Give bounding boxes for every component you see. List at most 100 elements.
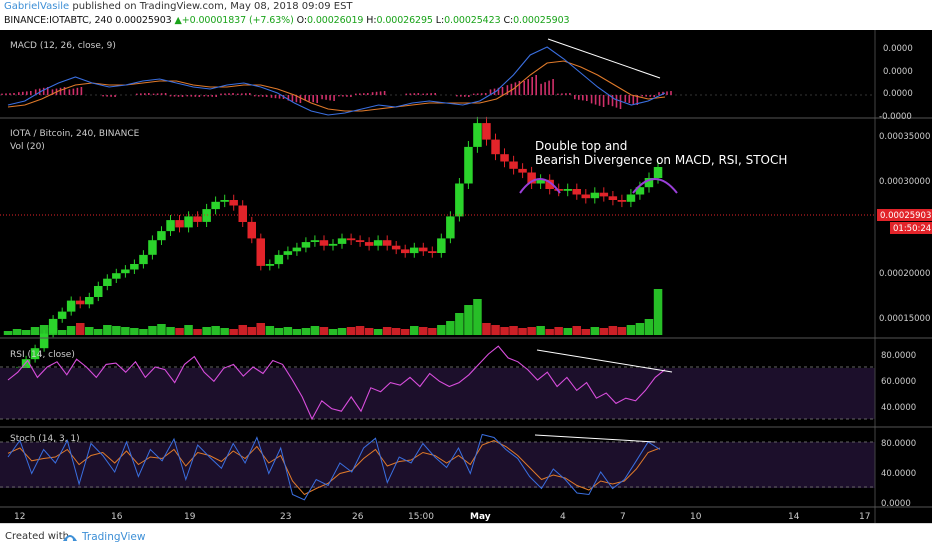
price-candle bbox=[328, 243, 338, 246]
volume-bar bbox=[256, 323, 265, 335]
volume-bar bbox=[283, 327, 293, 335]
volume-bar bbox=[536, 326, 545, 335]
price-pane[interactable] bbox=[0, 116, 875, 383]
price-candle bbox=[57, 311, 67, 319]
volume-bar bbox=[238, 325, 247, 335]
volume-bar bbox=[57, 330, 67, 335]
price-candle bbox=[455, 183, 464, 217]
volume-bar bbox=[274, 328, 284, 335]
volume-bar bbox=[130, 328, 139, 335]
volume-bar bbox=[464, 305, 473, 335]
price-candle bbox=[21, 359, 31, 371]
price-candle bbox=[346, 238, 356, 241]
author-link[interactable]: GabrielVasile bbox=[4, 1, 70, 12]
tradingview-logo-icon[interactable] bbox=[62, 530, 78, 549]
price-candle bbox=[310, 240, 320, 242]
price-tick: 0.00020000 bbox=[879, 269, 930, 279]
x-tick: 26 bbox=[352, 512, 364, 522]
stoch-tick: 40.0000 bbox=[881, 469, 916, 479]
volume-bar bbox=[211, 326, 220, 335]
x-tick: 12 bbox=[14, 512, 25, 522]
volume-bar bbox=[148, 326, 157, 335]
stoch-title: Stoch (14, 3, 1) bbox=[10, 434, 80, 444]
volume-bar bbox=[410, 326, 419, 335]
volume-bar bbox=[401, 329, 410, 335]
x-tick: 15:00 bbox=[408, 512, 434, 522]
price-candle bbox=[301, 242, 311, 248]
change-value: +0.00001837 (+7.63%) bbox=[181, 15, 294, 26]
x-tick: 4 bbox=[560, 512, 566, 522]
volume-title: Vol (20) bbox=[10, 142, 45, 152]
volume-bar bbox=[12, 329, 22, 335]
volume-bar bbox=[3, 331, 13, 335]
macd-tick: 0.0000 bbox=[883, 67, 913, 77]
price-tick: 0.00035000 bbox=[879, 132, 930, 142]
price-candle bbox=[653, 167, 663, 178]
volume-bar bbox=[139, 329, 148, 335]
last-price-label: 0.00025903 bbox=[880, 211, 931, 221]
price-candle bbox=[382, 240, 392, 246]
price-candle bbox=[184, 216, 193, 228]
volume-bar bbox=[455, 313, 464, 335]
volume-bar bbox=[500, 327, 509, 335]
x-tick: 19 bbox=[184, 512, 196, 522]
symbol-label: BINANCE:IOTABTC, 240 bbox=[4, 15, 113, 26]
volume-bar bbox=[391, 328, 401, 335]
low-value: 0.00025423 bbox=[444, 15, 501, 26]
volume-bar bbox=[428, 328, 437, 335]
macd-tick: 0.0000 bbox=[883, 44, 913, 54]
price-candle bbox=[148, 240, 157, 255]
axes-layer: MACD (12, 26, close, 9) IOTA / Bitcoin, … bbox=[0, 30, 932, 523]
volume-bar bbox=[301, 328, 311, 335]
rsi-divergence-trendline bbox=[536, 349, 673, 373]
price-candle bbox=[211, 201, 220, 210]
macd-signal-line bbox=[7, 60, 666, 112]
volume-bar bbox=[292, 329, 302, 335]
rsi-line bbox=[7, 345, 666, 421]
volume-bar bbox=[437, 325, 446, 335]
price-candle bbox=[76, 300, 85, 305]
price-candle bbox=[644, 178, 654, 188]
volume-bar bbox=[653, 289, 663, 335]
price-candle bbox=[292, 247, 302, 252]
price-candle bbox=[157, 231, 166, 241]
price-candle bbox=[94, 286, 103, 297]
price-candle bbox=[103, 278, 112, 286]
rsi-tick: 80.0000 bbox=[881, 351, 916, 361]
chart-background bbox=[0, 30, 932, 523]
low-label: L: bbox=[435, 15, 445, 26]
stoch-pane[interactable] bbox=[0, 433, 875, 501]
volume-bar bbox=[265, 326, 275, 335]
x-tick: May bbox=[470, 512, 491, 522]
price-candle bbox=[391, 245, 401, 250]
volume-bar bbox=[346, 327, 356, 335]
volume-bar bbox=[337, 328, 347, 335]
volume-bar bbox=[103, 325, 112, 335]
volume-bar bbox=[184, 325, 193, 335]
close-label: C: bbox=[503, 15, 514, 26]
macd-pane[interactable] bbox=[0, 38, 875, 116]
price-candle bbox=[527, 172, 536, 184]
volume-bar bbox=[382, 327, 392, 335]
price-candle bbox=[491, 139, 500, 155]
volume-bar bbox=[373, 329, 383, 335]
price-candle bbox=[66, 300, 76, 312]
volume-bar bbox=[364, 328, 374, 335]
price-candle bbox=[364, 242, 374, 246]
close-value: 0.00025903 bbox=[513, 15, 570, 26]
volume-bar bbox=[39, 325, 49, 335]
x-tick: 10 bbox=[690, 512, 702, 522]
price-candle bbox=[355, 240, 365, 242]
tradingview-link[interactable]: TradingView bbox=[82, 531, 146, 543]
x-tick: 23 bbox=[280, 512, 291, 522]
rsi-pane[interactable] bbox=[0, 345, 875, 421]
price-candle bbox=[428, 251, 437, 253]
price-candle bbox=[274, 254, 284, 265]
chart-canvas[interactable]: MACD (12, 26, close, 9) IOTA / Bitcoin, … bbox=[0, 30, 932, 523]
price-value: 0.00025903 bbox=[115, 15, 172, 26]
volume-bar bbox=[85, 327, 94, 335]
stoch-divergence-trendline bbox=[534, 434, 656, 443]
double-top-arc-right bbox=[632, 178, 678, 194]
price-candle bbox=[617, 200, 627, 202]
volume-bar bbox=[473, 299, 482, 335]
